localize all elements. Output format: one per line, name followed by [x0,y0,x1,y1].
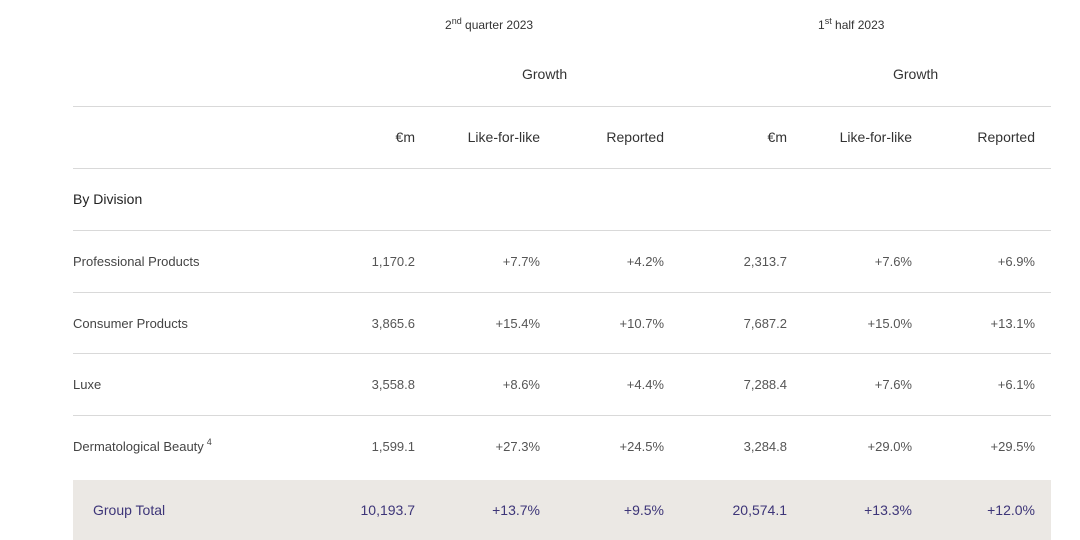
total-cell: 20,574.1 [732,502,788,518]
total-label: Group Total [93,502,166,518]
total-cell: 10,193.7 [360,502,416,518]
period-q2-num: 2 [445,18,452,32]
table-cell: +8.6% [502,376,540,392]
table-cell: +6.9% [997,253,1035,269]
table-cell: +29.5% [990,438,1035,454]
period-q2-sup: nd [451,16,462,26]
divider [73,168,1051,169]
table-cell: 7,288.4 [743,376,787,392]
table-cell: 7,687.2 [743,315,787,331]
table-cell: +29.0% [867,438,912,454]
table-cell: +13.1% [990,315,1035,331]
column-header: Like-for-like [467,129,540,145]
table-cell: +4.4% [626,376,664,392]
column-header: Reported [606,129,664,145]
column-header: Reported [977,129,1035,145]
period-h1-2023: 1st half 2023 [818,16,885,33]
table-cell: +7.6% [874,253,912,269]
row-label-text: Consumer Products [73,315,188,331]
table-cell: +7.7% [502,253,540,269]
total-cell: +13.3% [864,502,912,518]
table-row: Professional Products 1,170.2 +7.7% +4.2… [73,231,1051,291]
row-label-text: Luxe [73,376,102,392]
section-label: By Division [73,191,143,207]
table-cell: +7.6% [874,376,912,392]
period-q2-text: quarter 2023 [461,18,534,32]
table-cell: 3,284.8 [743,438,787,454]
table-cell: +27.3% [495,438,540,454]
table-row: Dermatological Beauty 4 1,599.1 +27.3% +2… [73,416,1051,476]
table-cell: 1,599.1 [371,438,415,454]
growth-label-q2: Growth [522,66,568,82]
table-cell: 3,558.8 [371,376,415,392]
table-cell: +4.2% [626,253,664,269]
table-row: Luxe 3,558.8 +8.6% +4.4% 7,288.4 +7.6% +… [73,354,1051,414]
table-cell: +15.4% [495,315,540,331]
divider [73,106,1051,107]
table-row: Consumer Products 3,865.6 +15.4% +10.7% … [73,293,1051,353]
period-q2-2023: 2nd quarter 2023 [445,16,534,33]
row-label: Luxe [73,354,101,414]
table-cell: +24.5% [619,438,664,454]
period-h1-num: 1 [818,18,825,32]
group-total-row: Group Total 10,193.7 +13.7% +9.5% 20,574… [73,480,1051,540]
divider [73,353,1051,354]
period-h1-sup: st [824,16,832,26]
growth-label-h1: Growth [893,66,939,82]
row-label: Professional Products [73,231,199,291]
row-label-text: Dermatological Beauty [73,438,204,454]
total-cell: +12.0% [987,502,1035,518]
table-cell: +15.0% [867,315,912,331]
column-header-row: €m Like-for-like Reported €m Like-for-li… [73,107,1051,167]
row-label: Dermatological Beauty 4 [73,416,212,476]
total-cell: +9.5% [623,502,664,518]
table-cell: 3,865.6 [371,315,415,331]
table-cell: +6.1% [997,376,1035,392]
divider [73,230,1051,231]
divider [73,292,1051,293]
column-header: €m [767,129,787,145]
table-cell: +10.7% [619,315,664,331]
row-label: Consumer Products [73,293,188,353]
table-cell: 2,313.7 [743,253,787,269]
column-header: €m [395,129,415,145]
period-h1-text: half 2023 [831,18,885,32]
table-cell: 1,170.2 [371,253,415,269]
footnote-marker: 4 [206,437,212,447]
row-label-text: Professional Products [73,253,200,269]
section-row: By Division [73,169,1051,229]
divider [73,415,1051,416]
total-cell: +13.7% [492,502,540,518]
column-header: Like-for-like [839,129,912,145]
